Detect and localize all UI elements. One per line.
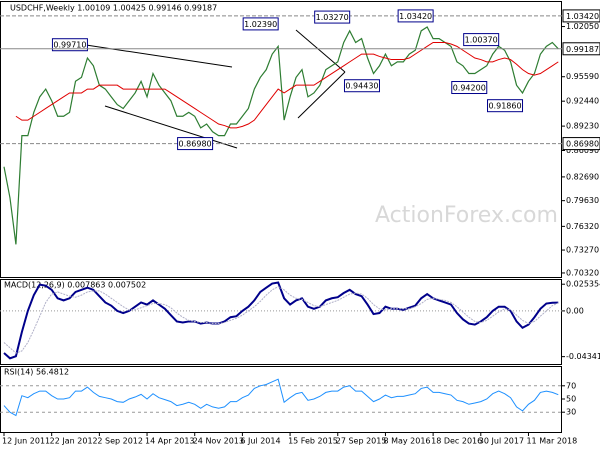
y-tick-label: 0.86090 [566,146,599,155]
annotation-box [487,99,524,113]
x-tick-label: 14 Apr 2013 [145,437,194,446]
annotation-box [343,79,380,93]
trend-line [104,105,238,149]
annotation-label: 0.99710 [53,41,86,50]
y-tick-label: 0.89230 [566,122,599,131]
annotation-label: 1.02390 [244,20,277,29]
annotation-label: 0.94430 [345,82,378,91]
annotation-label: 1.00370 [465,36,498,45]
annotation-box [314,10,351,24]
macd-title: MACD(12,26,9) 0.007863 0.007502 [4,281,146,290]
trend-line [295,29,346,73]
price-marker [562,42,600,56]
annotation-label: 0.94200 [453,84,486,93]
x-tick-label: 27 Sep 2015 [336,437,387,446]
price-marker [562,9,600,23]
annotation-box [397,9,434,23]
price-marker-label: 0.99187 [566,45,599,54]
y-tick-label: 0.73270 [566,246,599,255]
annotation-label: 1.03420 [399,12,432,21]
annotation-label: 0.86980 [179,140,212,149]
price-marker-label: 0.86980 [566,140,599,149]
series-line [3,26,559,245]
annotation-label: 0.91860 [488,102,521,111]
y-tick-label: 0.70320 [566,268,599,277]
x-tick-label: 15 Feb 2015 [288,437,338,446]
x-tick-label: 12 Jun 2011 [2,437,50,446]
annotation-box [177,137,214,151]
y-tick-label: 0.79630 [566,196,599,205]
x-tick-label: 18 Dec 2016 [431,437,482,446]
x-tick-label: 22 Jan 2012 [50,437,98,446]
trend-line [297,71,346,119]
x-tick-label: 24 Nov 2013 [193,437,244,446]
series-line [3,378,559,417]
x-tick-label: 11 Mar 2018 [526,437,577,446]
y-tick-label: 0.95590 [566,72,599,81]
x-tick-label: 2 Sep 2012 [97,437,143,446]
rsi-title: RSI(14) 56.4812 [4,368,69,377]
y-tick-label: 0.00 [566,306,584,315]
panel-frame [0,1,562,278]
annotation-box [451,81,488,95]
x-tick-label: 8 May 2016 [383,437,430,446]
panel-frame [0,366,562,433]
y-tick-label: 1.02050 [566,22,599,31]
y-tick-label: 0.82690 [566,172,599,181]
x-tick-label: 6 Jul 2014 [240,437,280,446]
series-line [3,281,559,360]
y-tick-label: 50 [566,395,576,404]
watermark: ActionForex.com [375,203,558,228]
panel-frame [0,279,562,365]
y-tick-label: 0.76320 [566,222,599,231]
series-line [15,41,559,129]
y-tick-label: 0.025354 [566,280,600,289]
annotation-label: 1.03270 [316,13,349,22]
y-tick-label: -0.043415 [566,352,600,361]
y-tick-label: 30 [566,408,576,417]
series-line [3,286,559,354]
price-title: USDCHF,Weekly 1.00109 1.00425 0.99146 0.… [10,4,217,13]
x-tick-label: 30 Jul 2017 [479,437,524,446]
price-marker [562,137,600,151]
annotation-box [51,38,88,52]
annotation-box [242,17,279,31]
annotation-box [463,33,500,47]
y-tick-label: 0.92440 [566,97,599,106]
price-marker-label: 1.03420 [566,12,599,21]
y-tick-label: 70 [566,381,576,390]
